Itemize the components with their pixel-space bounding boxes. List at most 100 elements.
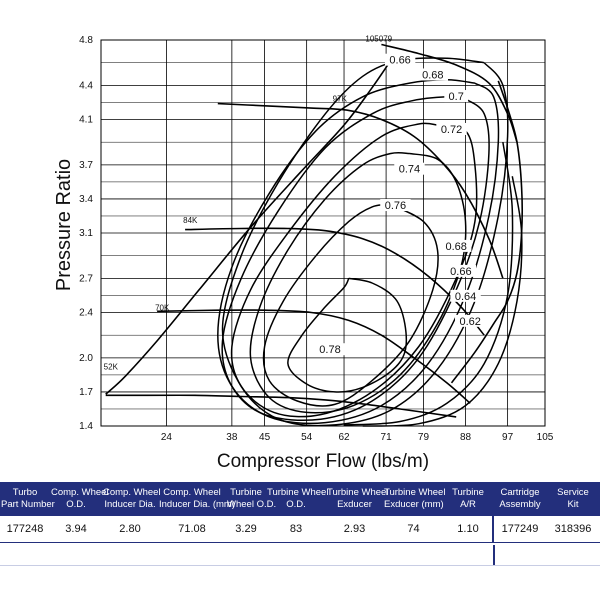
efficiency-island-line	[362, 176, 523, 427]
speed-line	[381, 43, 518, 143]
map-labels: 0.66 0.68 0.7 0.72 0.74 0.76 0.78 0.68 0.66 0.64 0…	[104, 34, 486, 372]
table-header-cell: Turbo Part Number	[0, 482, 55, 516]
efficiency-label-bg	[444, 90, 469, 103]
efficiency-label-bg	[445, 264, 477, 277]
table-cell: 177248	[0, 516, 50, 543]
efficiency-label: 0.68	[422, 69, 443, 81]
y-tick-label: 4.4	[79, 80, 93, 91]
table-header-text: Exducer (mm)	[384, 499, 444, 510]
table-cell: 318396	[546, 516, 600, 543]
efficiency-label-bg	[384, 53, 416, 66]
efficiency-island-line	[221, 57, 509, 427]
y-tick-label: 3.7	[79, 160, 93, 171]
speed-label: 52K	[104, 363, 119, 372]
x-tick-label: 71	[381, 432, 393, 443]
speed-line	[157, 309, 471, 404]
efficiency-label-bg	[314, 343, 346, 356]
efficiency-island-line	[343, 142, 514, 426]
table-header-cell: Turbine A/R	[444, 482, 493, 516]
table-header-cell: Service Kit	[546, 482, 600, 516]
x-tick-label: 62	[338, 432, 350, 443]
efficiency-island-line	[249, 151, 467, 414]
table-cell: 3.29	[226, 516, 266, 543]
efficiency-label: 0.66	[389, 55, 410, 67]
chart-grid	[101, 39, 546, 427]
efficiency-label: 0.72	[441, 124, 462, 136]
efficiency-label-bg	[441, 239, 472, 252]
table-header-cell: Turbine Wheel Exducer (mm)	[383, 482, 446, 516]
x-tick-label: 45	[259, 432, 271, 443]
table-cell: 2.80	[102, 516, 158, 543]
table-header-cell: Comp. Wheel O.D.	[50, 482, 109, 516]
efficiency-label: 0.76	[385, 200, 406, 212]
table-empty-row	[0, 545, 600, 566]
efficiency-island-line	[221, 96, 490, 421]
efficiency-label-bg	[394, 162, 425, 175]
efficiency-label-bg	[417, 68, 449, 81]
x-tick-label: 38	[226, 432, 238, 443]
table-header-text: Inducer Dia. (mm)	[159, 499, 236, 510]
table-header-cell: Comp. Wheel Inducer Dia. (mm)	[158, 482, 236, 516]
table-cell: 71.08	[158, 516, 226, 543]
table-header-cell: Turbine Wheel O.D.	[266, 482, 329, 516]
table-cell: 74	[383, 516, 444, 543]
table-header-cell: Comp. Wheel Inducer Dia.	[102, 482, 161, 516]
table-header-text: Turbine Wheel	[327, 487, 389, 498]
table-cell: 1.10	[444, 516, 493, 543]
table-header-text: Turbine Wheel	[384, 487, 446, 498]
y-tick-label: 2.0	[79, 353, 93, 364]
surge-line	[105, 59, 392, 395]
table-header-text: A/R	[460, 499, 476, 510]
table-header-text: Turbo	[12, 487, 38, 498]
plot-frame	[100, 39, 546, 427]
efficiency-island-line	[287, 277, 408, 393]
table-header-cell: Cartridge Assembly	[492, 482, 546, 516]
x-tick-label: 54	[301, 432, 313, 443]
table-cell: 83	[266, 516, 326, 543]
table-divider	[493, 545, 495, 565]
table-header-text: Assembly	[499, 499, 541, 510]
y-tick-label: 2.4	[79, 307, 93, 318]
speed-label: 70K	[155, 303, 170, 312]
table-header-row: Turbo Part Number Comp. Wheel O.D. Comp. Whe…	[0, 482, 600, 516]
y-tick-label: 1.7	[79, 387, 93, 398]
choke-line	[450, 80, 524, 384]
efficiency-label-bg	[436, 122, 467, 135]
efficiency-label: 0.78	[319, 344, 340, 356]
table-header-text: O.D.	[286, 499, 306, 510]
table-header-text: Turbine Wheel	[267, 487, 329, 498]
x-tick-label: 24	[161, 432, 173, 443]
speed-line	[105, 394, 457, 418]
efficiency-label-bg	[455, 314, 486, 327]
y-tick-label: 2.7	[79, 273, 93, 284]
speed-label: 105079	[365, 34, 392, 43]
y-tick-label: 4.1	[79, 114, 93, 125]
x-tick-label: 105	[537, 432, 554, 443]
axis-ticks: 24 38 45 54 62 71 79 88 97 105 1.4 1.7 2.0 2.4 2.7 3.1 3…	[79, 35, 554, 443]
y-tick-label: 4.8	[79, 35, 93, 46]
efficiency-label: 0.7	[449, 91, 464, 103]
speed-label: 84K	[183, 216, 198, 225]
table-header-text: Turbine	[452, 487, 484, 498]
x-tick-label: 79	[418, 432, 430, 443]
table-cell: 2.93	[326, 516, 383, 543]
y-axis-label: Pressure Ratio	[53, 159, 75, 291]
y-tick-label: 3.4	[79, 194, 93, 205]
efficiency-label: 0.74	[399, 164, 420, 176]
efficiency-label: 0.64	[455, 291, 476, 303]
x-tick-label: 88	[460, 432, 472, 443]
x-axis-label: Compressor Flow (lbs/m)	[217, 451, 429, 472]
table-header-text: Service	[557, 487, 589, 498]
efficiency-label-bg	[380, 199, 411, 212]
table-cell: 177249	[492, 516, 546, 543]
efficiency-label: 0.62	[460, 316, 481, 328]
table-header-text: Comp. Wheel	[51, 487, 109, 498]
table-header-text: Cartridge	[500, 487, 540, 498]
x-tick-label: 97	[502, 432, 514, 443]
table-header-text: Comp. Wheel	[163, 487, 221, 498]
table-header-text: Part Number	[1, 499, 55, 510]
table-header-text: Turbine	[230, 487, 262, 498]
compressor-map-chart: 0.66 0.68 0.7 0.72 0.74 0.76 0.78 0.68 0.66 0.64 0…	[53, 34, 554, 472]
efficiency-label: 0.68	[445, 241, 466, 253]
y-tick-label: 3.1	[79, 228, 93, 239]
